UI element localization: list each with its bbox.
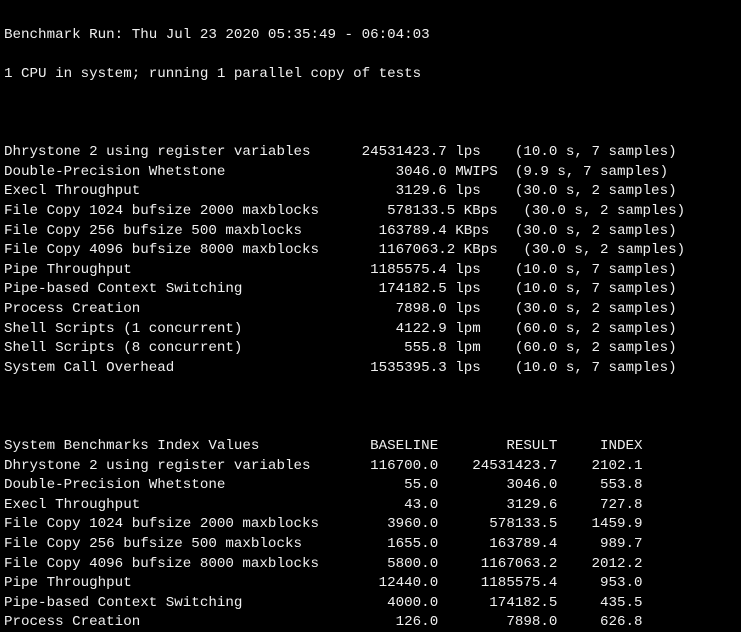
raw-result-row: Shell Scripts (8 concurrent) 555.8 lpm (… bbox=[4, 339, 737, 359]
blank-line bbox=[4, 398, 737, 418]
raw-result-row: Pipe-based Context Switching 174182.5 lp… bbox=[4, 280, 737, 300]
index-result-row: Execl Throughput 43.0 3129.6 727.8 bbox=[4, 496, 737, 516]
cpu-info-line: 1 CPU in system; running 1 parallel copy… bbox=[4, 65, 737, 85]
raw-result-row: Double-Precision Whetstone 3046.0 MWIPS … bbox=[4, 163, 737, 183]
index-results-block: System Benchmarks Index Values BASELINE … bbox=[4, 437, 737, 632]
index-result-row: File Copy 1024 bufsize 2000 maxblocks 39… bbox=[4, 515, 737, 535]
raw-result-row: File Copy 256 bufsize 500 maxblocks 1637… bbox=[4, 222, 737, 242]
raw-result-row: Shell Scripts (1 concurrent) 4122.9 lpm … bbox=[4, 320, 737, 340]
index-result-row: File Copy 256 bufsize 500 maxblocks 1655… bbox=[4, 535, 737, 555]
raw-result-row: Process Creation 7898.0 lps (30.0 s, 2 s… bbox=[4, 300, 737, 320]
raw-result-row: File Copy 4096 bufsize 8000 maxblocks 11… bbox=[4, 241, 737, 261]
index-result-row: Dhrystone 2 using register variables 116… bbox=[4, 457, 737, 477]
benchmark-run-line: Benchmark Run: Thu Jul 23 2020 05:35:49 … bbox=[4, 26, 737, 46]
index-result-row: Process Creation 126.0 7898.0 626.8 bbox=[4, 613, 737, 632]
index-result-row: File Copy 4096 bufsize 8000 maxblocks 58… bbox=[4, 555, 737, 575]
blank-line bbox=[4, 104, 737, 124]
index-result-row: Pipe Throughput 12440.0 1185575.4 953.0 bbox=[4, 574, 737, 594]
raw-result-row: Dhrystone 2 using register variables 245… bbox=[4, 143, 737, 163]
raw-result-row: System Call Overhead 1535395.3 lps (10.0… bbox=[4, 359, 737, 379]
index-result-row: Double-Precision Whetstone 55.0 3046.0 5… bbox=[4, 476, 737, 496]
terminal-output: Benchmark Run: Thu Jul 23 2020 05:35:49 … bbox=[0, 0, 741, 632]
index-result-row: Pipe-based Context Switching 4000.0 1741… bbox=[4, 594, 737, 614]
index-header-row: System Benchmarks Index Values BASELINE … bbox=[4, 437, 737, 457]
raw-result-row: Execl Throughput 3129.6 lps (30.0 s, 2 s… bbox=[4, 182, 737, 202]
raw-result-row: File Copy 1024 bufsize 2000 maxblocks 57… bbox=[4, 202, 737, 222]
raw-result-row: Pipe Throughput 1185575.4 lps (10.0 s, 7… bbox=[4, 261, 737, 281]
raw-results-block: Dhrystone 2 using register variables 245… bbox=[4, 143, 737, 378]
